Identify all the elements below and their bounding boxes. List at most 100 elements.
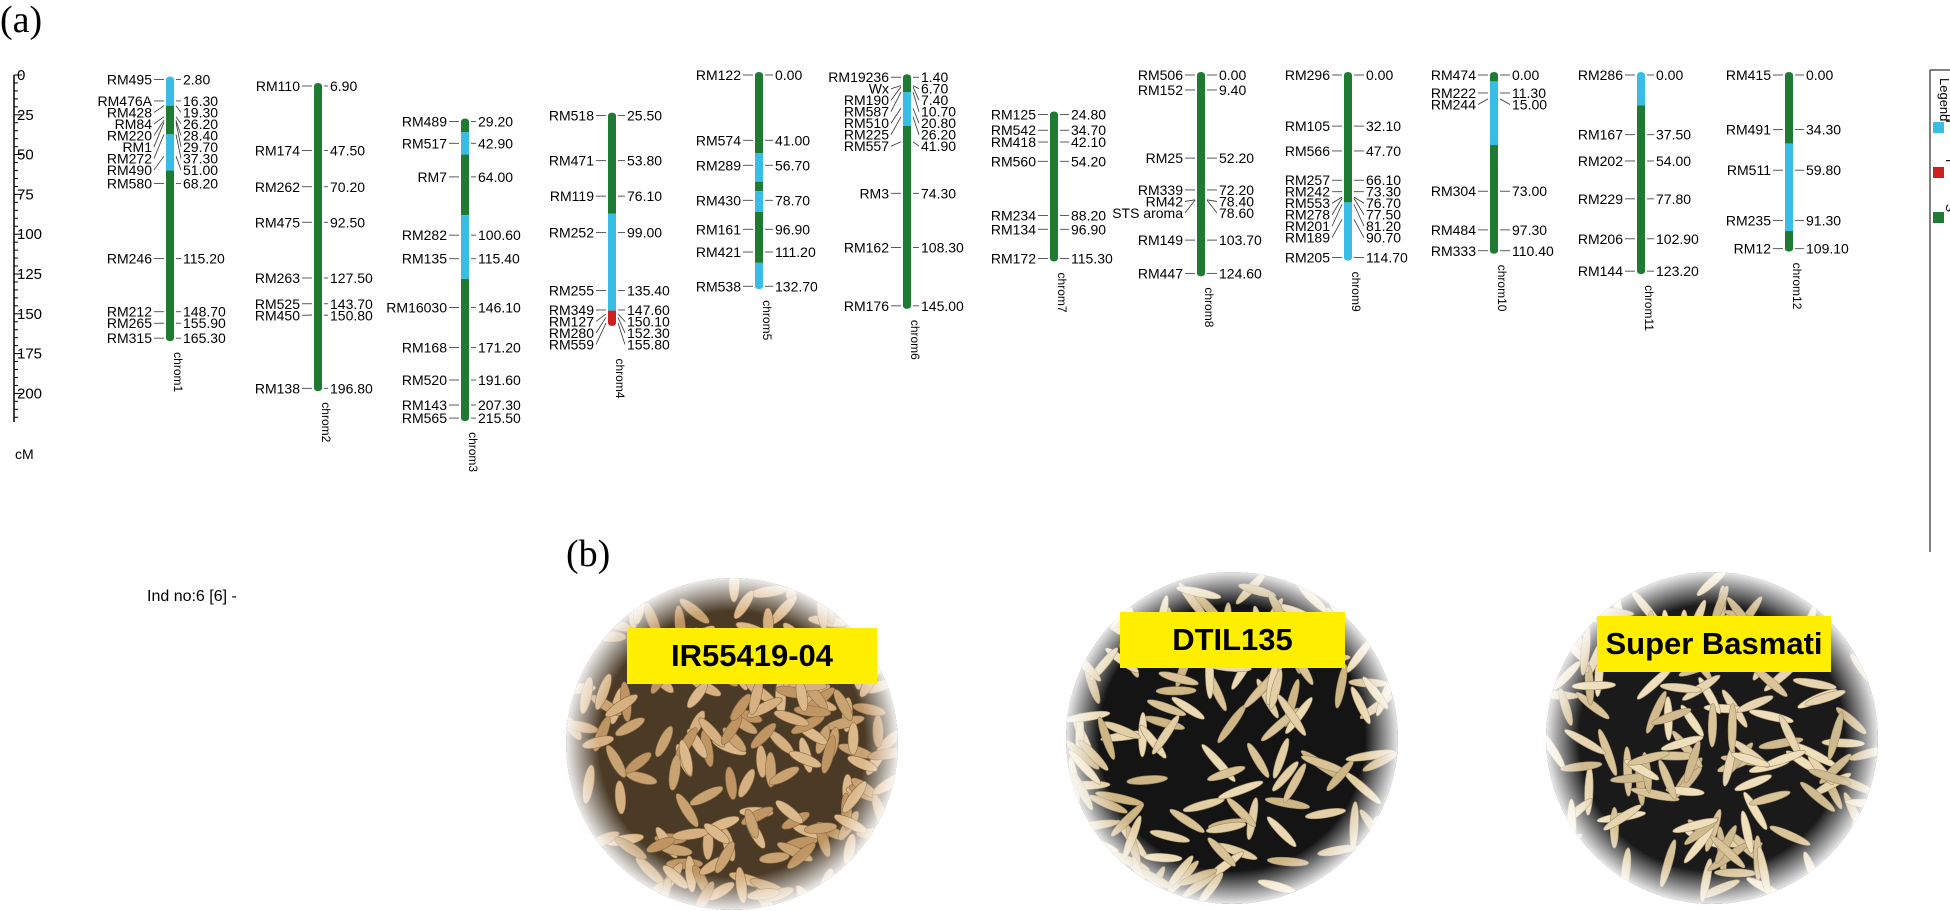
marker-position: 47.70	[1366, 143, 1401, 159]
marker-name: RM122	[696, 67, 741, 83]
marker-name: RM566	[1285, 143, 1330, 159]
chromosome-chrom12: RM415 0.00 RM491 34.30 RM511 59.80 RM235 91.30 R…	[1726, 67, 1849, 310]
marker-position: 42.90	[478, 135, 513, 151]
marker-position: 92.50	[330, 214, 365, 230]
marker-position: 54.00	[1656, 153, 1691, 169]
marker-tick	[1184, 199, 1196, 214]
marker-name: RM220	[107, 127, 152, 143]
chromosome-segment	[755, 191, 763, 212]
chromosome-segment	[903, 92, 911, 126]
marker-position: 0.00	[1512, 67, 1539, 83]
marker-tick	[890, 86, 902, 101]
marker-position: 74.30	[921, 185, 956, 201]
marker-position: 15.00	[1512, 96, 1547, 112]
chromosome-segment	[1785, 75, 1793, 144]
marker-position: 114.70	[1366, 250, 1408, 266]
marker-position: 0.00	[1656, 67, 1683, 83]
marker-name: RM234	[991, 207, 1036, 223]
chromosome-cap	[1344, 254, 1352, 261]
marker-position: 64.00	[478, 169, 513, 185]
marker-name: RM222	[1431, 85, 1476, 101]
marker-name: RM252	[549, 225, 594, 241]
marker-position: 132.70	[775, 278, 818, 294]
marker-name: RM557	[844, 138, 889, 154]
marker-name: RM280	[549, 325, 594, 341]
marker-name: RM242	[1285, 184, 1330, 200]
marker-name: RM333	[1431, 243, 1476, 259]
marker-name: RM225	[844, 127, 889, 143]
marker-name: RM484	[1431, 222, 1476, 238]
marker-position: 29.70	[183, 139, 218, 155]
marker-tick	[595, 322, 607, 345]
marker-tick	[175, 120, 182, 136]
chromosome-label: chrom4	[613, 358, 627, 398]
marker-tick	[1206, 199, 1218, 202]
marker-tick	[1353, 219, 1365, 238]
marker-name: RM278	[1285, 207, 1330, 223]
marker-position: 56.70	[775, 157, 810, 173]
marker-position: 115.20	[183, 250, 225, 266]
marker-name: RM162	[844, 239, 889, 255]
rice-grain	[1068, 572, 1085, 617]
legend-swatch	[1933, 212, 1944, 223]
marker-position: 73.30	[1366, 184, 1401, 200]
chromosome-chrom4: RM518 25.50 RM471 53.80 RM119 76.10 RM252 99.00…	[549, 108, 670, 399]
marker-name: RM265	[107, 315, 152, 331]
marker-name: RM491	[1726, 122, 1771, 138]
rice-grain	[585, 864, 601, 902]
marker-name: RM189	[1285, 230, 1330, 246]
chromosome-cap	[1197, 72, 1205, 78]
axis-tick-label: 125	[17, 266, 42, 283]
marker-position: 171.20	[478, 340, 521, 356]
marker-tick	[153, 134, 165, 159]
marker-name: RM262	[255, 179, 300, 195]
marker-position: 90.70	[1366, 230, 1401, 246]
chromosome-cap	[1490, 247, 1498, 254]
marker-position: 28.40	[183, 127, 218, 143]
chromosome-segment	[1197, 75, 1205, 274]
marker-tick	[912, 107, 920, 124]
marker-position: 47.50	[330, 143, 365, 159]
chromosome-cap	[608, 112, 616, 119]
marker-name: RM3	[859, 185, 889, 201]
marker-position: 29.20	[478, 113, 513, 129]
chromosome-cap	[1344, 72, 1352, 78]
marker-name: RM167	[1578, 127, 1623, 143]
marker-tick	[153, 122, 165, 148]
marker-position: 41.00	[775, 132, 810, 148]
marker-name: RM282	[402, 227, 447, 243]
chromosome-cap	[166, 335, 174, 342]
marker-name: RM587	[844, 104, 889, 120]
rice-grain	[1377, 572, 1398, 598]
chromosome-segment	[1785, 231, 1793, 249]
rice-grain	[1345, 881, 1373, 904]
marker-tick	[175, 122, 182, 148]
marker-position: 96.90	[775, 221, 810, 237]
marker-name: RM205	[1285, 250, 1330, 266]
marker-tick	[153, 155, 165, 171]
marker-name: Wx	[869, 81, 889, 97]
axis-tick-label: 200	[17, 385, 42, 402]
marker-name: RM525	[255, 296, 300, 312]
chromosome-label: chrom1	[171, 352, 185, 392]
marker-position: 16.30	[183, 93, 218, 109]
marker-name: RM490	[107, 162, 152, 178]
marker-name: RM16030	[386, 300, 447, 316]
marker-tick	[617, 317, 626, 334]
marker-name: RM418	[991, 134, 1036, 150]
marker-name: RM263	[255, 270, 300, 286]
marker-name: RM580	[107, 176, 152, 192]
marker-position: 42.10	[1071, 134, 1106, 150]
marker-position: 0.00	[775, 67, 802, 83]
chromosome-cap	[1637, 72, 1645, 78]
marker-name: RM471	[549, 153, 594, 169]
marker-name: RM538	[696, 278, 741, 294]
chromosome-segment	[1344, 75, 1352, 203]
marker-name: RM495	[107, 71, 152, 87]
panel-label-a: (a)	[0, 0, 43, 41]
marker-position: 207.30	[478, 397, 521, 413]
chromosome-segment	[461, 121, 469, 133]
marker-name: RM229	[1578, 191, 1623, 207]
marker-name: RM517	[402, 135, 447, 151]
chromosome-segment	[1637, 75, 1645, 106]
